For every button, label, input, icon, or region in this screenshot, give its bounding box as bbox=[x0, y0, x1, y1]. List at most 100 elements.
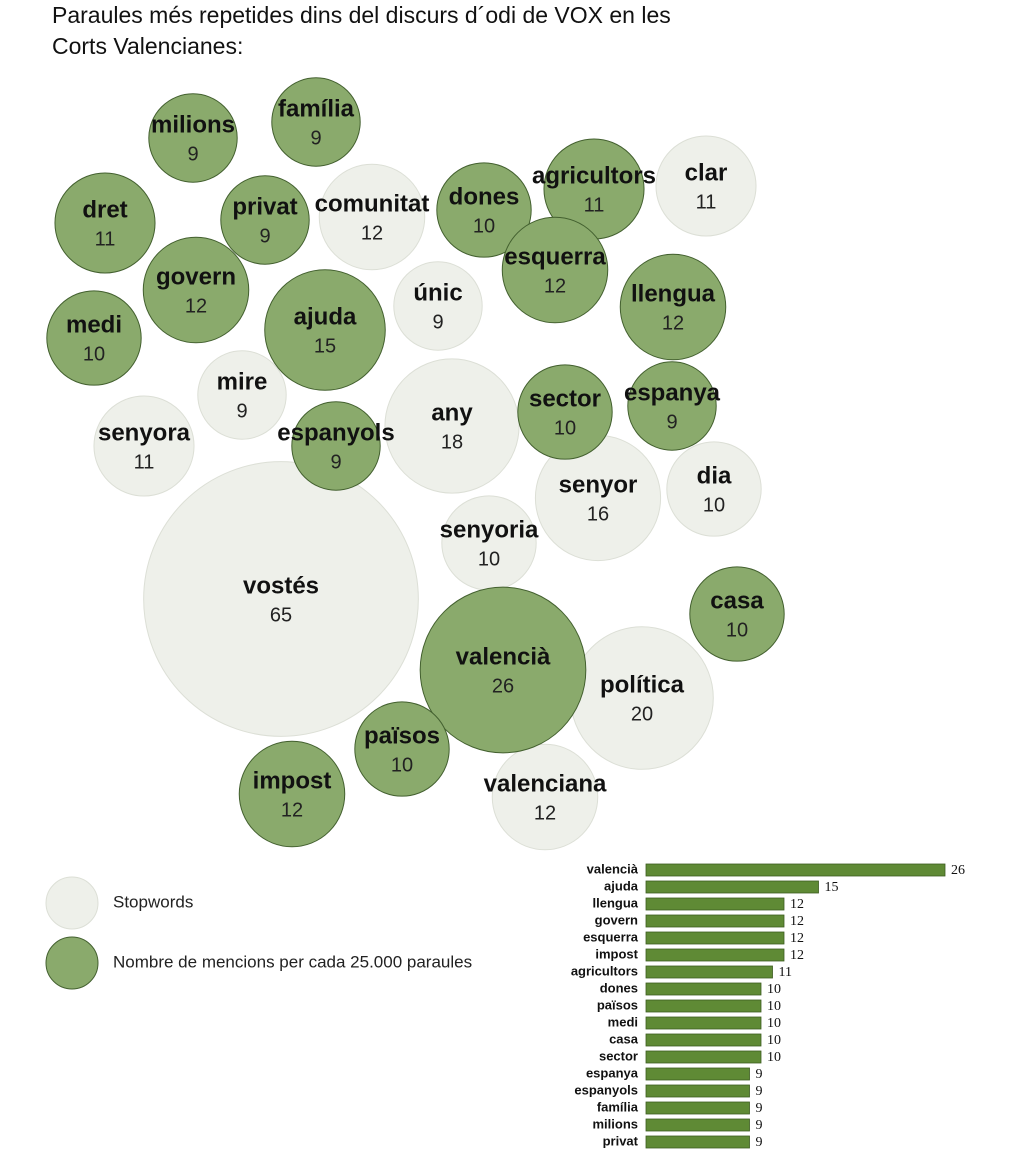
bubble bbox=[197, 350, 287, 440]
bubble-label: comunitat bbox=[315, 190, 430, 217]
bar bbox=[645, 1118, 750, 1132]
bubble bbox=[501, 216, 609, 324]
bubble-value: 10 bbox=[726, 619, 748, 641]
bar-label: medi bbox=[608, 1014, 638, 1029]
bar-label: països bbox=[597, 997, 638, 1012]
bubble bbox=[419, 586, 587, 754]
bubble-value: 10 bbox=[703, 494, 725, 516]
bubble-value: 11 bbox=[95, 228, 116, 250]
bubble-label: dia bbox=[697, 462, 732, 489]
bubble-label: senyora bbox=[98, 419, 191, 446]
bar bbox=[645, 1101, 750, 1115]
bar bbox=[645, 1033, 762, 1047]
bubble bbox=[384, 358, 520, 494]
bubble-label: espanyols bbox=[277, 419, 394, 446]
bubble-label: casa bbox=[710, 587, 764, 614]
bubble-value: 65 bbox=[270, 604, 292, 626]
bar-value: 10 bbox=[767, 999, 781, 1014]
bar bbox=[645, 1016, 762, 1030]
bubble bbox=[491, 743, 599, 851]
bubble-label: impost bbox=[253, 767, 332, 794]
bubble-value: 12 bbox=[185, 295, 207, 317]
bubble-label: vostés bbox=[243, 572, 319, 599]
bubble bbox=[46, 290, 142, 386]
bar-value: 9 bbox=[756, 1118, 763, 1133]
bubble-value: 15 bbox=[314, 335, 336, 357]
bubble-value: 9 bbox=[310, 127, 321, 149]
bar bbox=[645, 880, 819, 894]
bubble bbox=[436, 162, 532, 258]
bubble-value: 10 bbox=[554, 417, 576, 439]
bar-label: casa bbox=[609, 1031, 639, 1046]
bubble-value: 10 bbox=[391, 754, 413, 776]
bar-value: 12 bbox=[790, 931, 804, 946]
bubble-value: 9 bbox=[330, 451, 341, 473]
legend-swatch bbox=[45, 936, 99, 990]
bubble-value: 11 bbox=[134, 451, 155, 473]
bubble bbox=[517, 364, 613, 460]
bar bbox=[645, 1050, 762, 1064]
bar bbox=[645, 999, 762, 1013]
bubble-value: 9 bbox=[187, 143, 198, 165]
bubble bbox=[393, 261, 483, 351]
bubble-value: 11 bbox=[696, 191, 717, 213]
bubble-value: 10 bbox=[478, 548, 500, 570]
bubble-value: 9 bbox=[432, 311, 443, 333]
bubble-value: 26 bbox=[492, 675, 514, 697]
bubble-label: únic bbox=[413, 279, 462, 306]
bubble bbox=[264, 269, 386, 391]
bubble-label: llengua bbox=[631, 280, 716, 307]
bar-value: 12 bbox=[790, 948, 804, 963]
bubble bbox=[238, 740, 346, 848]
bar-label: privat bbox=[603, 1133, 639, 1148]
bar-value: 9 bbox=[756, 1084, 763, 1099]
bar-value: 12 bbox=[790, 897, 804, 912]
bubble-value: 12 bbox=[281, 799, 303, 821]
bubble bbox=[689, 566, 785, 662]
bubble bbox=[143, 461, 419, 737]
chart-title: Paraules més repetides dins del discurs … bbox=[52, 2, 671, 59]
bubble-label: espanya bbox=[624, 379, 721, 406]
bubble-label: esquerra bbox=[504, 243, 606, 270]
bar-value: 11 bbox=[779, 965, 792, 980]
bubble-value: 12 bbox=[534, 802, 556, 824]
bar-label: llengua bbox=[592, 895, 638, 910]
bar-value: 10 bbox=[767, 1016, 781, 1031]
bubble bbox=[148, 93, 238, 183]
bubble bbox=[291, 401, 381, 491]
bubble-value: 12 bbox=[662, 312, 684, 334]
bar-label: espanya bbox=[586, 1065, 639, 1080]
bubble-label: mire bbox=[217, 368, 268, 395]
bubble-label: any bbox=[431, 399, 473, 426]
bubble-label: medi bbox=[66, 311, 122, 338]
bubble-label: països bbox=[364, 722, 440, 749]
bar-value: 26 bbox=[951, 863, 965, 878]
legend-label: Nombre de mencions per cada 25.000 parau… bbox=[113, 952, 472, 971]
bubble-label: agricultors bbox=[532, 162, 656, 189]
bar bbox=[645, 863, 946, 877]
bar-label: impost bbox=[595, 946, 638, 961]
bar-label: valencià bbox=[587, 861, 639, 876]
bar bbox=[645, 982, 762, 996]
bar-value: 9 bbox=[756, 1067, 763, 1082]
bar-label: dones bbox=[600, 980, 638, 995]
bubble bbox=[354, 701, 450, 797]
legend-label: Stopwords bbox=[113, 892, 193, 911]
bubble-label: valencià bbox=[456, 643, 551, 670]
bubble-label: govern bbox=[156, 263, 236, 290]
bubble-label: política bbox=[600, 671, 685, 698]
bar-label: família bbox=[597, 1099, 639, 1114]
bubble bbox=[220, 175, 310, 265]
bar-value: 12 bbox=[790, 914, 804, 929]
bubble-label: família bbox=[278, 95, 355, 122]
bubble-label: sector bbox=[529, 385, 601, 412]
bar bbox=[645, 897, 785, 911]
bar bbox=[645, 914, 785, 928]
bar-label: espanyols bbox=[574, 1082, 638, 1097]
bubble-value: 9 bbox=[236, 400, 247, 422]
bubble-label: clar bbox=[685, 159, 728, 186]
bubble-label: senyor bbox=[559, 471, 638, 498]
bubble-value: 10 bbox=[83, 343, 105, 365]
